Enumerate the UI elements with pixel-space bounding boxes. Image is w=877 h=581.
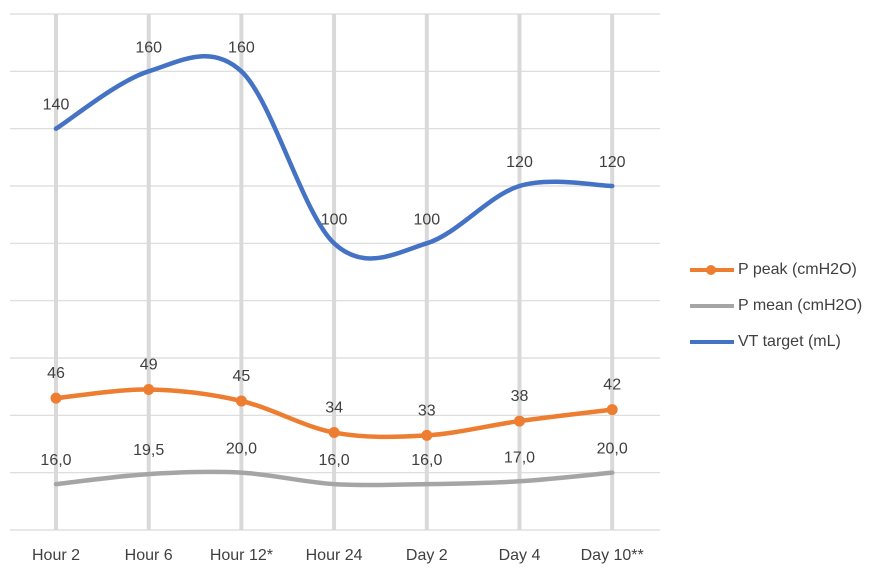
- data-label-p-peak: 46: [47, 365, 65, 382]
- x-tick-label: Hour 6: [125, 547, 173, 564]
- data-labels: 46 49 45 34 33 38 42 16,0 19,5 20,0 16,0 16,0 17,0 20…: [40, 39, 627, 469]
- data-label-p-mean: 16,0: [411, 452, 442, 469]
- data-label-p-mean: 20,0: [597, 441, 628, 458]
- x-tick-label: Day 4: [499, 547, 541, 564]
- legend-label-vt-target: VT target (mL): [738, 333, 841, 350]
- data-label-p-peak: 33: [418, 402, 436, 419]
- data-label-p-peak: 38: [511, 388, 529, 405]
- x-tick-label: Hour 2: [32, 547, 80, 564]
- legend-swatch-p-mean: [690, 297, 734, 315]
- series-lines: [50, 54, 618, 488]
- data-label-p-peak: 34: [325, 400, 343, 417]
- data-point-p-peak: [421, 429, 433, 441]
- data-label-p-peak: 45: [233, 368, 251, 385]
- x-tick-label: Day 2: [406, 547, 448, 564]
- legend-item-p-peak: P peak (cmH2O): [690, 252, 862, 288]
- data-label-p-peak: 42: [603, 377, 621, 394]
- legend-item-p-mean: P mean (cmH2O): [690, 288, 862, 324]
- legend: P peak (cmH2O) P mean (cmH2O) VT target …: [690, 252, 862, 360]
- data-label-vt-target: 120: [599, 154, 626, 171]
- category-gridlines: [54, 14, 615, 530]
- data-label-vt-target: 160: [135, 39, 162, 56]
- data-point-p-peak: [235, 395, 247, 407]
- legend-label-p-peak: P peak (cmH2O): [738, 261, 857, 278]
- x-tick-label: Hour 24: [306, 547, 363, 564]
- series-line-vt-target: [53, 54, 615, 261]
- data-label-p-mean: 20,0: [226, 441, 257, 458]
- data-label-vt-target: 140: [43, 97, 70, 114]
- data-label-vt-target: 100: [321, 211, 348, 228]
- data-label-p-mean: 16,0: [40, 452, 71, 469]
- legend-label-p-mean: P mean (cmH2O): [738, 297, 863, 314]
- data-label-p-mean: 16,0: [319, 452, 350, 469]
- data-point-p-peak: [143, 384, 155, 396]
- legend-swatch-vt-target: [690, 333, 734, 351]
- data-label-vt-target: 100: [413, 211, 440, 228]
- data-point-p-peak: [50, 392, 62, 404]
- legend-item-vt-target: VT target (mL): [690, 324, 862, 360]
- data-point-p-peak: [514, 415, 525, 427]
- data-label-p-mean: 19,5: [133, 442, 164, 459]
- x-tick-label: Hour 12*: [210, 547, 273, 564]
- x-axis-tick-labels: Hour 2 Hour 6 Hour 12* Hour 24 Day 2 Day 4 Day…: [32, 547, 644, 564]
- data-point-p-peak: [606, 404, 618, 416]
- data-label-vt-target: 160: [228, 39, 255, 56]
- data-label-p-mean: 17,0: [504, 449, 535, 466]
- data-label-vt-target: 120: [506, 154, 533, 171]
- legend-swatch-p-peak: [690, 261, 734, 279]
- series-line-p-mean: [53, 469, 615, 488]
- x-tick-label: Day 10**: [581, 547, 644, 564]
- data-point-p-peak: [328, 427, 340, 439]
- data-label-p-peak: 49: [140, 357, 158, 374]
